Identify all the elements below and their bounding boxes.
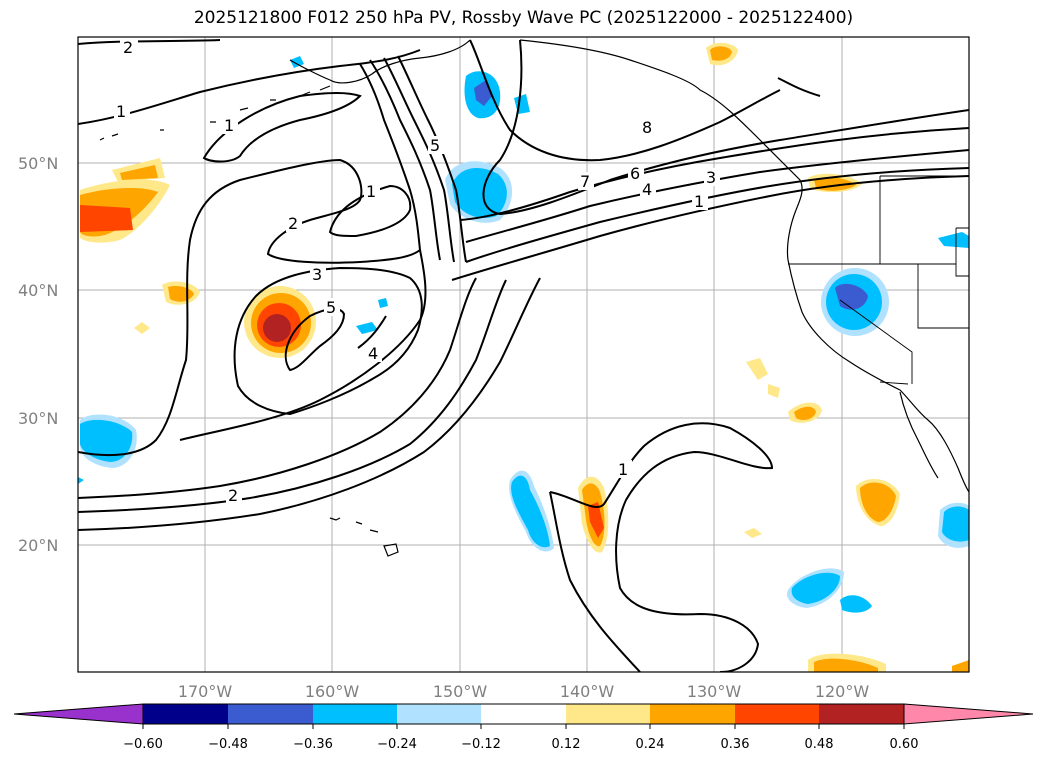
lon-label: 160°W [305,682,360,701]
contour-labels: 2 1 1 1 5 2 3 5 4 8 7 6 4 3 [114,38,720,505]
colorbar-extend-low [13,703,144,725]
colorbar-swatch [143,704,228,724]
contour-label: 5 [326,298,336,317]
colorbar-extend-high [903,703,1034,725]
pv-anomaly-fills [78,42,969,672]
lon-labels: 170°W 160°W 150°W 140°W 130°W 120°W [178,682,870,701]
contour-label: 3 [706,168,716,187]
map-panel: 2 1 1 1 5 2 3 5 4 8 7 6 4 3 [78,37,969,672]
map-title: 2025121800 F012 250 hPa PV, Rossby Wave … [193,8,854,28]
colorbar-swatch [228,704,313,724]
lat-labels: 50°N 40°N 30°N 20°N [18,154,58,555]
contour-label: 4 [368,344,378,363]
colorbar-swatch [313,704,397,724]
contour-label: 1 [224,116,234,135]
colorbar-tick-label: 0.36 [721,737,750,752]
colorbar-tick-label: 0.48 [805,737,834,752]
colorbar-tick-label: −0.60 [123,737,163,752]
colorbar-swatch [819,704,904,724]
colorbar-tick-label: −0.36 [293,737,333,752]
colorbar-tick-label: 0.60 [890,737,919,752]
colorbar-tick-label: −0.24 [377,737,417,752]
colorbar-tick-label: −0.12 [461,737,501,752]
map-border [77,36,970,673]
contour-label: 1 [366,182,376,201]
lon-label: 140°W [560,682,615,701]
contour-label: 2 [228,486,238,505]
colorbar-swatch [397,704,481,724]
colorbar-swatch [735,704,819,724]
lon-label: 120°W [815,682,870,701]
contour-label: 3 [312,265,322,284]
colorbar-swatch [566,704,650,724]
contour-label: 5 [430,136,440,155]
contour-label: 7 [580,172,590,191]
contour-label: 6 [630,164,640,183]
pv-contours [78,39,969,672]
colorbar: −0.60 −0.48 −0.36 −0.24 −0.12 0.12 0.24 … [13,703,1034,752]
lat-label: 40°N [18,281,58,300]
colorbar-tick-label: 0.24 [636,737,665,752]
colorbar-swatch [481,704,566,724]
contour-label: 1 [618,460,628,479]
lat-label: 50°N [18,154,58,173]
lon-label: 150°W [433,682,488,701]
lat-label: 20°N [18,536,58,555]
contour-label: 1 [694,192,704,211]
colorbar-tick-label: 0.12 [552,737,581,752]
gridlines [78,37,969,672]
colorbar-swatch [650,704,735,724]
contour-label: 2 [288,214,298,233]
contour-label: 8 [642,118,652,137]
lon-label: 170°W [178,682,233,701]
colorbar-tick-label: −0.48 [208,737,248,752]
lat-label: 30°N [18,409,58,428]
contour-label: 1 [116,102,126,121]
colorbar-outline [142,703,905,725]
contour-label: 4 [642,180,652,199]
contour-label: 2 [123,38,133,57]
lon-label: 130°W [687,682,742,701]
